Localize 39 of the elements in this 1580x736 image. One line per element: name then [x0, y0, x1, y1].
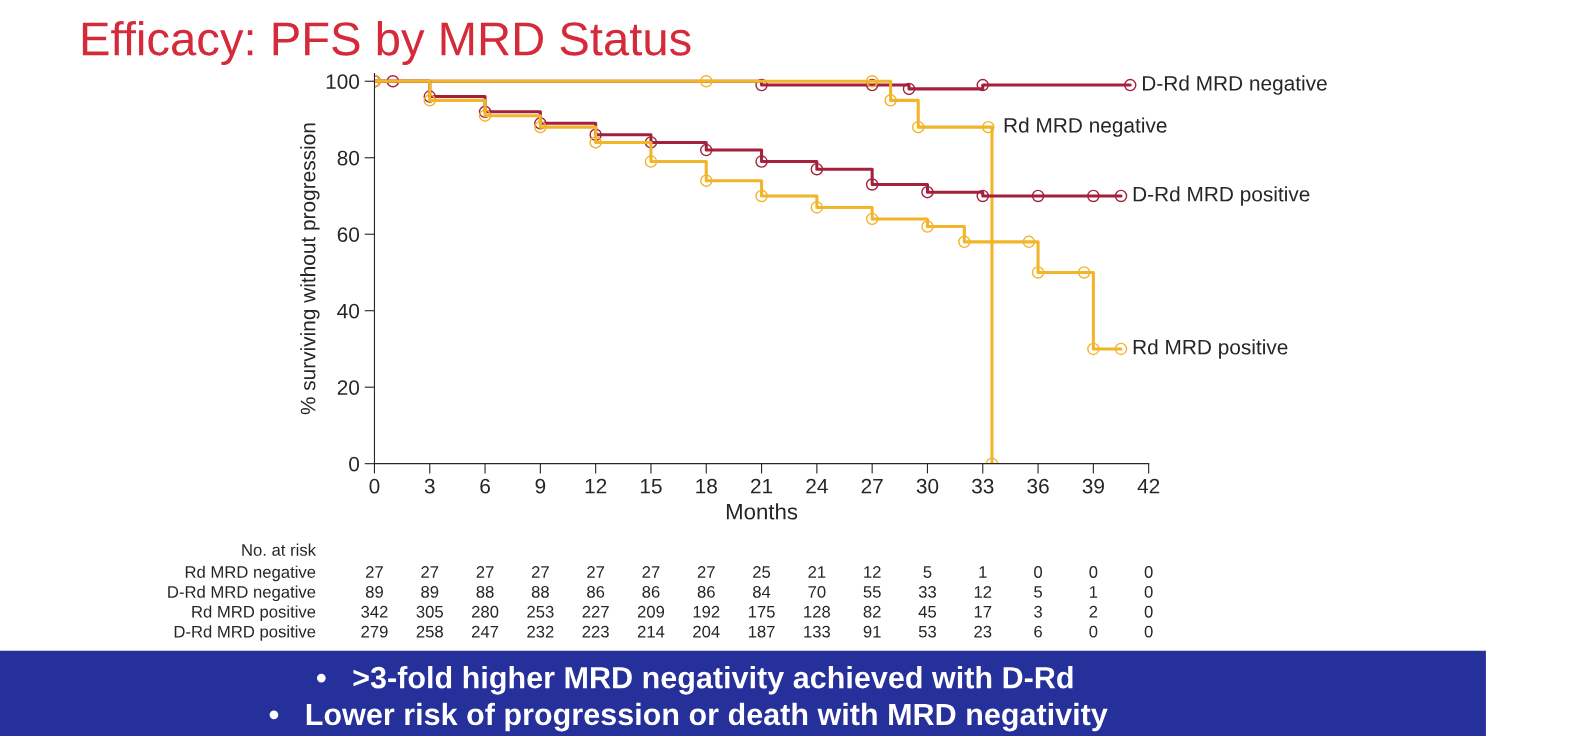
text: D-Rd MRD positive [174, 625, 316, 641]
x-tick-label: 18 [696, 478, 717, 494]
y-tick-label: 0 [349, 456, 360, 472]
x-tick-label: 21 [751, 478, 773, 494]
x-tick-label: 6 [480, 478, 490, 494]
text: 27 27 27 27 27 27 27 25 21 12 5 1 0 0 0 [366, 566, 1153, 578]
x-tick-label: 9 [535, 478, 546, 494]
series-label: Rd MRD negative [1004, 117, 1167, 137]
x-tick-label: 33 [971, 478, 994, 494]
x-tick-label: 42 [1137, 478, 1160, 494]
text: 279 258 247 232 223 214 204 187 133 91 53 23 6 0 0 [361, 625, 1153, 638]
text: Rd MRD positive [192, 605, 316, 621]
y-tick-label: 40 [337, 303, 360, 319]
text: Rd MRD negative [185, 565, 316, 582]
x-tick-label: 30 [916, 478, 939, 494]
x-tick-label: 3 [424, 478, 435, 494]
x-tick-label: 0 [369, 478, 380, 494]
x-tick-label: 36 [1027, 478, 1049, 494]
y-axis-title: % surviving without progression [300, 123, 320, 415]
series-label: D-Rd MRD negative [1143, 75, 1327, 95]
y-tick-label: 20 [337, 380, 360, 395]
x-tick-label: 15 [640, 479, 662, 494]
y-tick-label: 100 [326, 74, 360, 89]
text: D-Rd MRD negative [168, 585, 316, 602]
x-tick-label: 27 [861, 478, 883, 494]
text: • Lower risk of progression or death with MRD negativity [269, 702, 1108, 732]
text: No. at risk [242, 543, 317, 556]
text: 342 305 280 253 227 209 192 175 128 82 45 17 3 2 0 [361, 605, 1153, 618]
x-axis-title: Months [726, 503, 798, 520]
x-tick-label: 24 [806, 478, 828, 494]
x-tick-label: 39 [1082, 478, 1104, 494]
y-tick-label: 80 [337, 150, 360, 166]
series-label: Rd MRD positive [1133, 339, 1288, 359]
chart-title: Efficacy: PFS by MRD Status [82, 20, 691, 65]
text: • >3-fold higher MRD negativity achieved with D-Rd [316, 666, 1073, 695]
x-tick-label: 12 [585, 478, 607, 494]
y-tick-label: 60 [337, 227, 360, 242]
text: 89 89 88 88 86 86 86 84 70 55 33 12 5 1 0 [365, 585, 1153, 598]
series-label: D-Rd MRD positive [1133, 186, 1310, 206]
